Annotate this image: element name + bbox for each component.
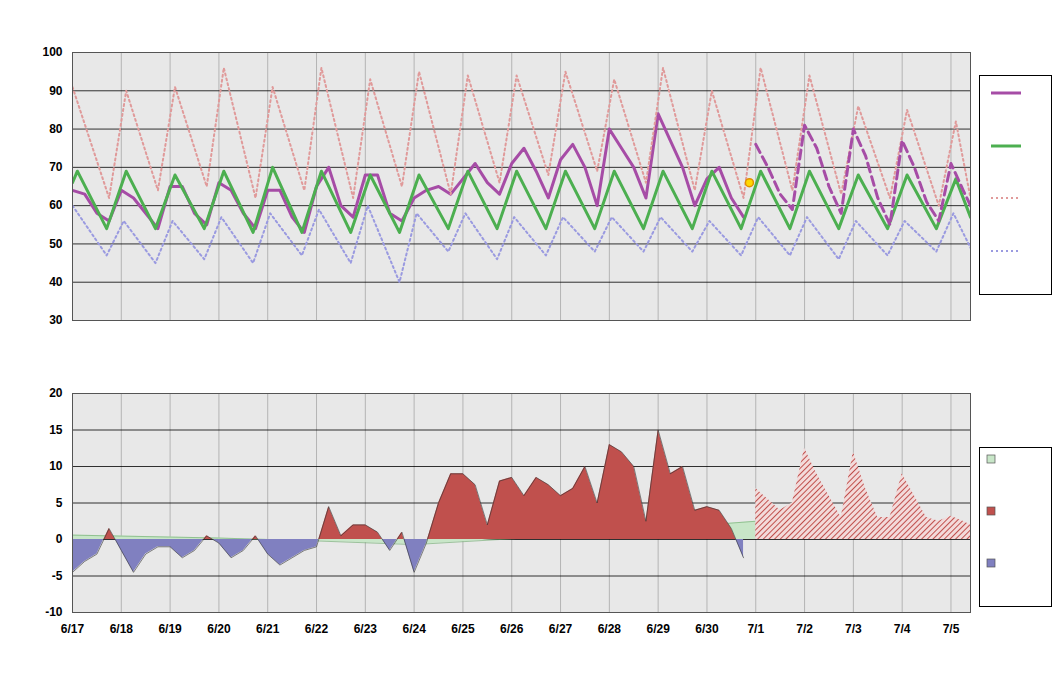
svg-text:6/30: 6/30: [695, 622, 719, 636]
svg-text:6/28: 6/28: [598, 622, 622, 636]
svg-text:7/4: 7/4: [894, 622, 911, 636]
svg-text:6/17: 6/17: [61, 622, 85, 636]
svg-text:80: 80: [49, 122, 63, 136]
svg-text:7/2: 7/2: [796, 622, 813, 636]
svg-text:6/19: 6/19: [158, 622, 182, 636]
svg-text:30: 30: [49, 313, 63, 327]
svg-text:6/20: 6/20: [207, 622, 231, 636]
svg-text:7/5: 7/5: [943, 622, 960, 636]
svg-text:-5: -5: [52, 569, 63, 583]
svg-text:7/3: 7/3: [845, 622, 862, 636]
svg-text:6/25: 6/25: [451, 622, 475, 636]
svg-text:60: 60: [49, 198, 63, 212]
svg-text:5: 5: [56, 496, 63, 510]
svg-text:10: 10: [49, 459, 63, 473]
svg-text:6/22: 6/22: [305, 622, 329, 636]
svg-text:6/21: 6/21: [256, 622, 280, 636]
svg-text:6/24: 6/24: [402, 622, 426, 636]
svg-text:15: 15: [49, 423, 63, 437]
svg-text:7/1: 7/1: [747, 622, 764, 636]
svg-text:0: 0: [56, 532, 63, 546]
svg-text:6/18: 6/18: [110, 622, 134, 636]
svg-text:50: 50: [49, 237, 63, 251]
svg-text:-10: -10: [45, 605, 63, 619]
svg-text:6/29: 6/29: [646, 622, 670, 636]
svg-text:6/27: 6/27: [549, 622, 573, 636]
svg-text:6/26: 6/26: [500, 622, 524, 636]
svg-text:40: 40: [49, 275, 63, 289]
svg-text:20: 20: [49, 386, 63, 400]
svg-text:90: 90: [49, 84, 63, 98]
svg-text:100: 100: [42, 45, 62, 59]
svg-text:70: 70: [49, 160, 63, 174]
svg-text:6/23: 6/23: [354, 622, 378, 636]
